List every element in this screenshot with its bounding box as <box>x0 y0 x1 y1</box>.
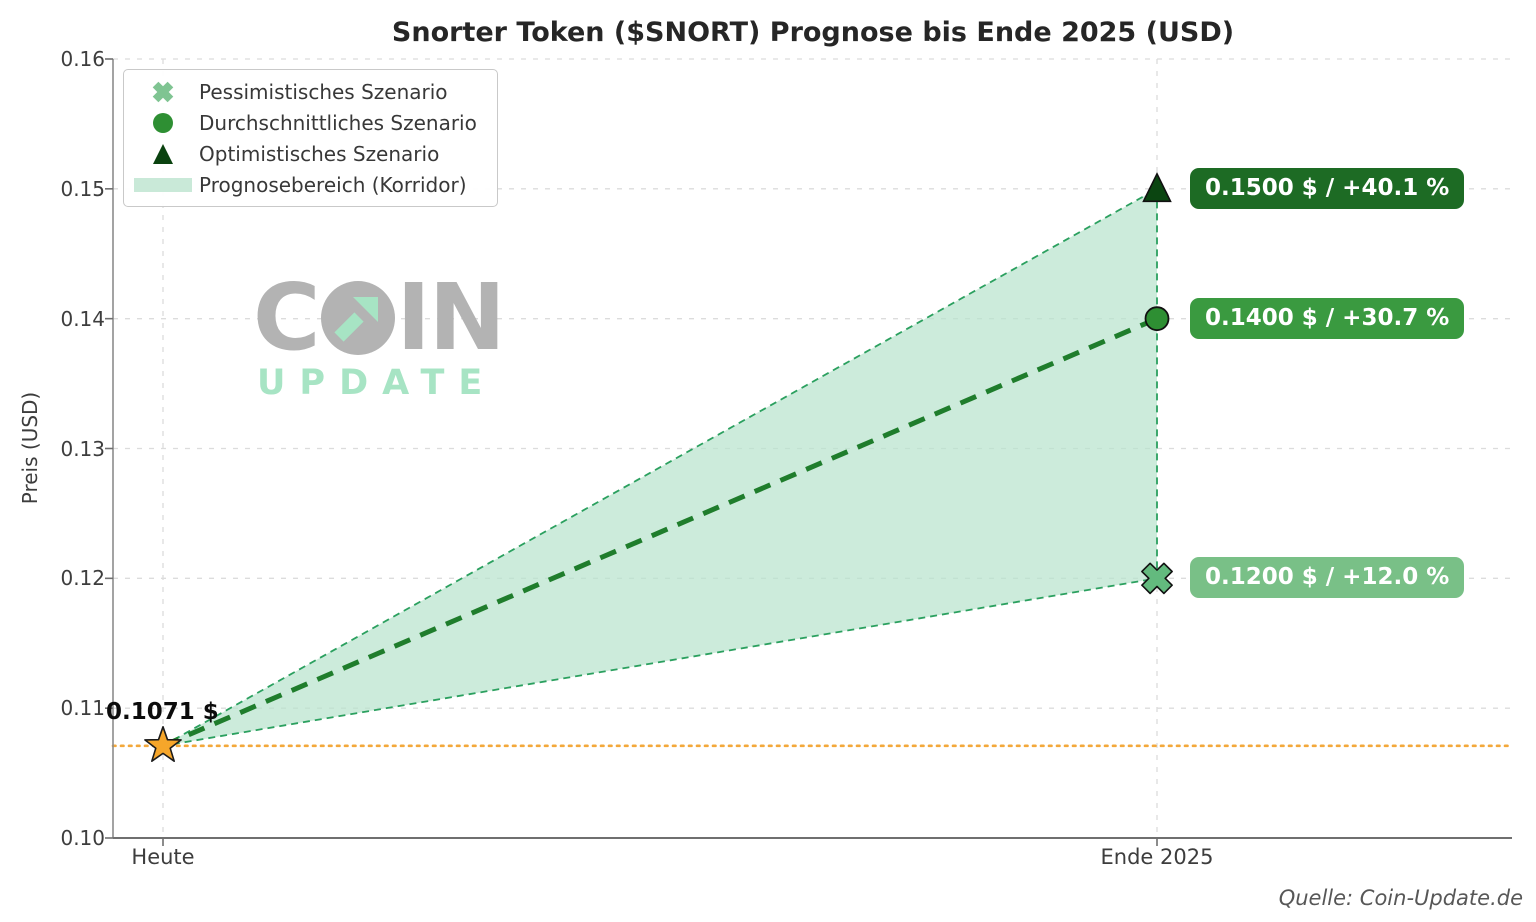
badge-pessimistic: 0.1200 $ / +12.0 % <box>1190 557 1465 599</box>
x-tick-label-ende-2025: Ende 2025 <box>1100 845 1214 869</box>
y-tick-label: 0.11 <box>60 696 105 721</box>
average-scenario-line <box>162 316 1158 749</box>
triangle-marker <box>1142 172 1172 203</box>
legend-item-pessimistic: Pessimistisches Szenario <box>134 76 477 107</box>
badge-optimistic: 0.1500 $ / +40.1 % <box>1190 167 1465 209</box>
circle-marker <box>1144 306 1170 332</box>
watermark-letters-in: IN <box>396 264 506 371</box>
legend-item-corridor: Prognosebereich (Korridor) <box>134 169 477 200</box>
legend-label: Optimistisches Szenario <box>199 141 440 166</box>
y-tick-label: 0.16 <box>60 47 105 71</box>
source-credit: Quelle: Coin-Update.de <box>1278 886 1523 910</box>
triangle-marker-icon <box>134 141 192 167</box>
x-tick-label-heute: Heute <box>131 845 195 869</box>
watermark-coin-row: C IN <box>253 264 506 371</box>
legend: Pessimistisches Szenario Durchschnittlic… <box>123 69 498 207</box>
y-tick-label: 0.10 <box>60 826 105 850</box>
badge-average: 0.1400 $ / +30.7 % <box>1190 297 1465 339</box>
watermark-update: UPDATE <box>257 363 497 403</box>
legend-label: Durchschnittliches Szenario <box>199 110 477 135</box>
y-tick-label: 0.13 <box>60 436 105 461</box>
y-tick-label: 0.15 <box>60 176 105 201</box>
circle-marker-icon <box>134 110 192 136</box>
page-title: Snorter Token ($SNORT) Prognose bis Ende… <box>391 17 1235 48</box>
band-swatch-icon <box>134 176 192 194</box>
legend-label: Pessimistisches Szenario <box>199 79 448 104</box>
watermark-letter-c: C <box>253 264 321 371</box>
y-tick-label: 0.12 <box>60 566 105 591</box>
legend-label: Prognosebereich (Korridor) <box>199 172 467 197</box>
forecast-corridor <box>162 187 1158 747</box>
legend-item-average: Durchschnittliches Szenario <box>134 107 477 138</box>
y-tick-label: 0.14 <box>60 306 105 331</box>
start-price-label: 0.1071 $ <box>106 699 219 725</box>
coin-arrow-icon <box>320 281 395 355</box>
cross-marker <box>1141 562 1173 595</box>
cross-marker-icon <box>134 79 192 105</box>
watermark-logo: C IN UPDATE <box>253 264 506 403</box>
legend-item-optimistic: Optimistisches Szenario <box>134 138 477 169</box>
star-marker <box>144 726 182 762</box>
